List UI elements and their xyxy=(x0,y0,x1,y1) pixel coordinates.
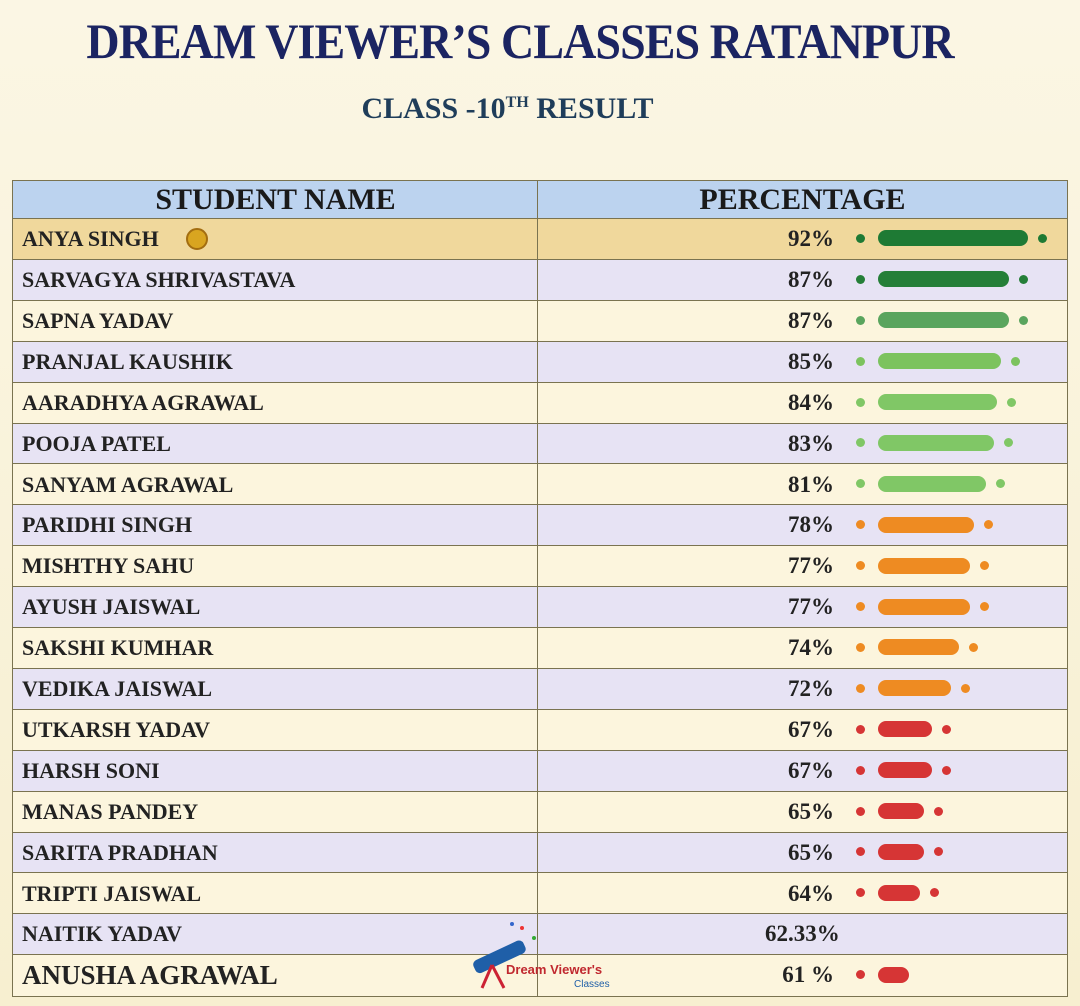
logo: Dream Viewer's Classes xyxy=(462,920,642,996)
percentage-bar xyxy=(878,843,925,860)
student-name: TRIPTI JAISWAL xyxy=(12,872,539,915)
percentage-bar xyxy=(878,312,1009,329)
percentage-bar xyxy=(878,557,971,574)
percentage-bar xyxy=(878,434,994,451)
student-name: NAITIK YADAV xyxy=(12,913,539,956)
student-name: SAKSHI KUMHAR xyxy=(12,627,539,670)
marker xyxy=(856,642,865,652)
percentage: 62.33% xyxy=(537,913,1068,956)
marker xyxy=(856,520,865,530)
percentage-bar xyxy=(878,394,998,411)
student-name: HARSH SONI xyxy=(12,749,539,793)
subtitle-lead: CLASS -10 xyxy=(361,92,506,125)
percentage-bar xyxy=(878,884,921,901)
marker xyxy=(941,765,951,775)
student-name: SAPNA YADAV xyxy=(12,299,539,343)
logo-text: Classes xyxy=(574,979,610,990)
marker xyxy=(856,765,865,775)
percentage: 84% xyxy=(537,381,1068,424)
student-name: MISHTHY SAHU xyxy=(12,545,539,588)
percentage-bar xyxy=(878,230,1029,247)
marker xyxy=(995,479,1005,489)
percentage: 77% xyxy=(537,545,1068,588)
student-name: ANYA SINGH xyxy=(12,218,539,261)
marker xyxy=(1038,233,1048,243)
percentage-bar xyxy=(878,516,975,533)
percentage-bar xyxy=(878,271,1009,288)
marker xyxy=(984,520,994,530)
marker xyxy=(1018,274,1028,284)
percentage: 65% xyxy=(537,790,1068,833)
percentage-bar xyxy=(878,639,959,656)
student-name: POOJA PATEL xyxy=(12,422,539,465)
student-name: UTKARSH YADAV xyxy=(12,708,539,752)
percentage-bar xyxy=(878,353,1002,370)
percentage-bar xyxy=(878,680,952,697)
student-name: PARIDHI SINGH xyxy=(12,504,539,547)
marker xyxy=(856,724,865,734)
percentage: 78% xyxy=(537,504,1068,547)
marker xyxy=(856,397,865,407)
percentage-bar xyxy=(878,762,932,779)
percentage-bar xyxy=(878,598,971,615)
logo-icon xyxy=(473,922,536,989)
marker xyxy=(856,274,865,284)
medal xyxy=(186,228,208,250)
percentage-bar xyxy=(878,475,986,492)
student-name: AARADHYA AGRAWAL xyxy=(12,381,539,424)
student-name: VEDIKA JAISWAL xyxy=(12,667,539,711)
marker xyxy=(856,479,865,489)
marker xyxy=(934,806,944,816)
percentage: 67% xyxy=(537,749,1068,793)
percentage: 64% xyxy=(537,872,1068,915)
student-name: MANAS PANDEY xyxy=(12,790,539,833)
marker xyxy=(856,847,865,857)
marker xyxy=(856,315,865,325)
marker xyxy=(1007,397,1017,407)
marker xyxy=(968,642,978,652)
marker xyxy=(856,806,865,816)
marker xyxy=(856,602,865,612)
student-name: AYUSH JAISWAL xyxy=(12,586,539,629)
column-header: PERCENTAGE xyxy=(537,180,1068,219)
student-name: PRANJAL KAUSHIK xyxy=(12,340,539,384)
marker xyxy=(1003,438,1013,448)
marker xyxy=(961,683,971,693)
marker xyxy=(856,970,865,980)
marker xyxy=(941,724,951,734)
subtitle: CLASS -10TH RESULT xyxy=(0,92,1015,126)
marker xyxy=(1018,315,1028,325)
student-name: SANYAM AGRAWAL xyxy=(12,463,539,506)
marker xyxy=(934,847,944,857)
title: DREAM VIEWER’S CLASSES RATANPUR xyxy=(86,13,954,69)
logo-text: Dream Viewer's xyxy=(506,962,603,977)
marker xyxy=(980,602,990,612)
marker xyxy=(856,561,865,571)
marker xyxy=(856,683,865,693)
percentage-bar xyxy=(878,803,925,820)
marker xyxy=(856,888,865,898)
marker xyxy=(1011,356,1021,366)
student-name: SARITA PRADHAN xyxy=(12,831,539,874)
marker xyxy=(980,561,990,571)
subtitle-tail: RESULT xyxy=(536,92,654,125)
percentage: 72% xyxy=(537,667,1068,711)
marker xyxy=(930,888,940,898)
percentage: 74% xyxy=(537,627,1068,670)
percentage: 87% xyxy=(537,299,1068,343)
percentage-bar xyxy=(878,721,932,738)
marker xyxy=(856,438,865,448)
percentage: 81% xyxy=(537,463,1068,506)
marker xyxy=(856,233,865,243)
percentage-bar xyxy=(878,966,909,983)
marker xyxy=(856,356,865,366)
percentage: 65% xyxy=(537,831,1068,874)
subtitle-sup: TH xyxy=(505,94,529,111)
student-name: SARVAGYA SHRIVASTAVA xyxy=(12,258,539,302)
percentage: 61 % xyxy=(537,954,1068,997)
percentage: 67% xyxy=(537,708,1068,752)
student-name: ANUSHA AGRAWAL xyxy=(12,954,539,997)
column-header: STUDENT NAME xyxy=(12,180,539,219)
